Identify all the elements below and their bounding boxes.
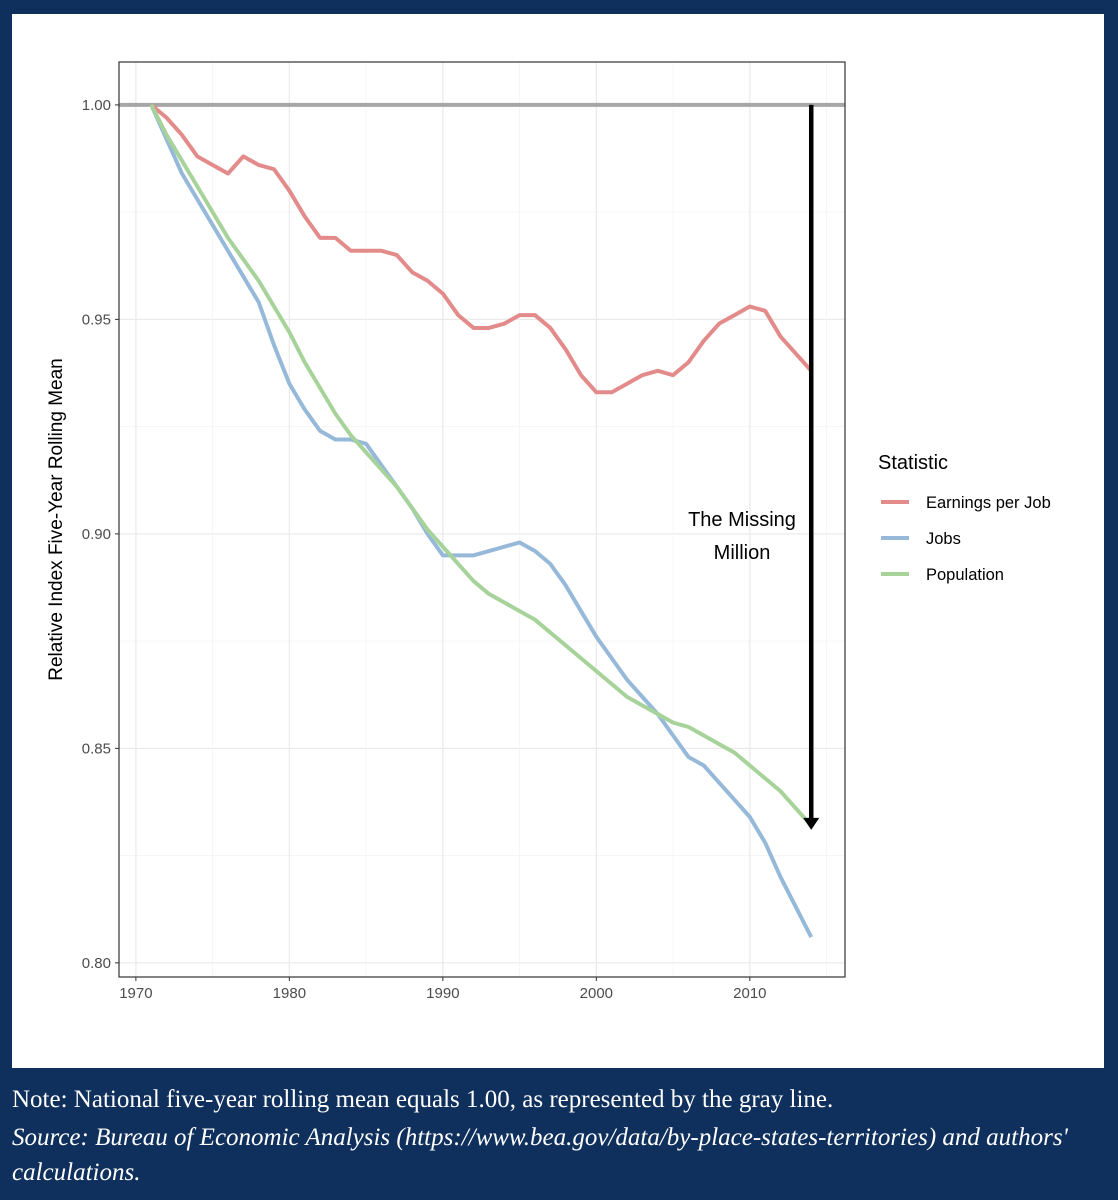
legend-label: Earnings per Job [926, 494, 1051, 512]
series-line-jobs [149, 104, 814, 939]
y-tick-label: 0.90 [82, 526, 111, 543]
annotation-text: Million [714, 542, 771, 564]
annotation: The Missing Million [688, 104, 820, 830]
x-tick-label: 1980 [273, 985, 306, 1002]
footer-source: Source: Bureau of Economic Analysis (htt… [12, 1124, 1068, 1186]
plot-border [118, 61, 846, 978]
x-tick-label: 2010 [733, 985, 766, 1002]
y-tick-label: 0.85 [82, 740, 111, 757]
y-tick-label: 0.80 [82, 955, 111, 972]
legend-label: Population [926, 566, 1004, 584]
x-tick-label: 2000 [580, 985, 613, 1002]
legend: Statistic Earnings per Job Jobs Population [878, 452, 1051, 584]
series-line-population [149, 103, 813, 827]
y-tick-label: 1.00 [82, 97, 111, 114]
x-tick-label: 1990 [426, 985, 459, 1002]
y-axis-label: Relative Index Five-Year Rolling Mean [46, 358, 67, 680]
arrow-head [803, 817, 820, 830]
annotation-text: The Missing [688, 509, 796, 531]
axes: 0.80 0.85 0.90 0.95 1.00 1970 1980 1990 2000 2010… [46, 61, 846, 1002]
chart-panel: 0.80 0.85 0.90 0.95 1.00 1970 1980 1990 2000 2010… [12, 14, 1104, 1068]
legend-label: Jobs [926, 530, 961, 548]
legend-title: Statistic [878, 452, 948, 474]
y-tick-label: 0.95 [82, 311, 111, 328]
line-chart: 0.80 0.85 0.90 0.95 1.00 1970 1980 1990 2000 2010… [46, 61, 1051, 1002]
x-tick-label: 1970 [119, 985, 152, 1002]
series-line-earnings-per-job [149, 103, 813, 395]
footer-note: Note: National five-year rolling mean eq… [12, 1086, 834, 1113]
series-lines [149, 103, 814, 939]
